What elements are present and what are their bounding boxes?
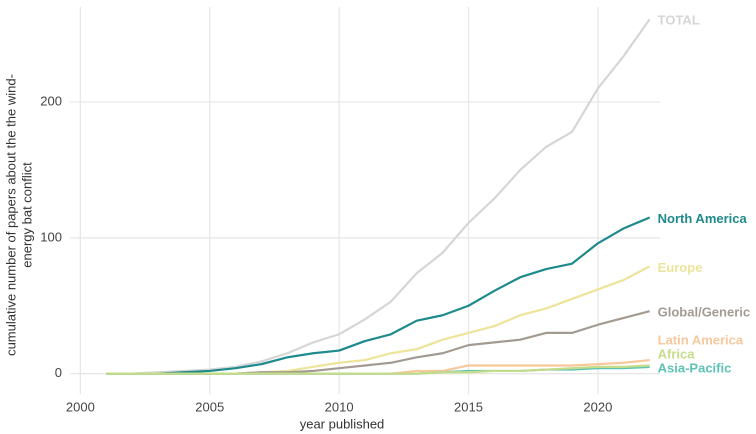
y-tick-label: 0: [55, 365, 62, 380]
series-label: Latin America: [658, 332, 744, 347]
y-axis-title: cumulative number of papers about the th…: [3, 74, 18, 356]
x-tick-label: 2005: [195, 399, 224, 414]
x-tick-label: 2020: [583, 399, 612, 414]
x-tick-label: 2015: [454, 399, 483, 414]
x-axis-title: year published: [300, 416, 385, 431]
series-label: TOTAL: [658, 13, 700, 28]
x-tick-label: 2000: [66, 399, 95, 414]
series-label: Asia-Pacific: [658, 360, 732, 375]
series-line: [106, 18, 651, 375]
series-line: [106, 364, 650, 375]
series-label: North America: [658, 211, 748, 226]
y-tick-label: 100: [40, 229, 62, 244]
x-tick-label: 2010: [325, 399, 354, 414]
series-line: [106, 216, 651, 375]
series-line: [106, 310, 650, 375]
series-label: Global/Generic: [658, 305, 750, 320]
y-tick-label: 200: [40, 93, 62, 108]
y-axis-title: energy bat conflict: [19, 162, 34, 268]
series-line: [106, 265, 651, 375]
series-label: Europe: [658, 260, 703, 275]
series-label: Africa: [658, 346, 696, 361]
